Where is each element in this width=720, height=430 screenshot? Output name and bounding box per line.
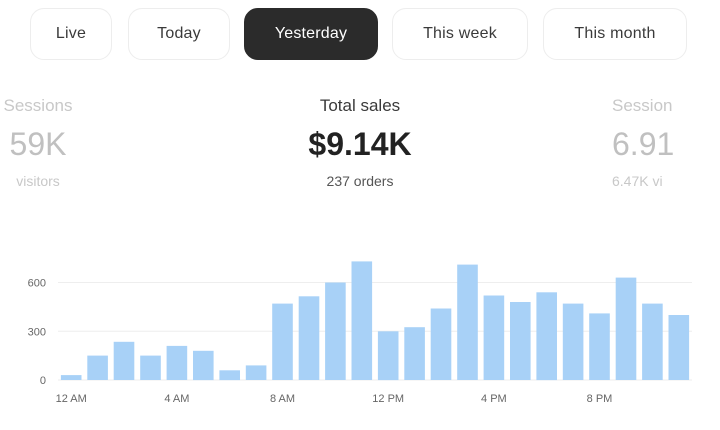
x-tick-label: 4 PM xyxy=(481,393,507,405)
bar-4-am[interactable] xyxy=(166,345,188,380)
metric-sub: 237 orders xyxy=(326,173,394,189)
metric-label: Sessions xyxy=(3,96,73,115)
bar-12-pm[interactable] xyxy=(377,331,399,381)
bar-8-am[interactable] xyxy=(272,303,293,380)
tab-yesterday[interactable]: Yesterday xyxy=(244,8,378,60)
tab-today[interactable]: Today xyxy=(128,8,230,60)
metric-session-right[interactable]: Session 6.91 6.47K vi xyxy=(612,96,720,189)
bar-3-pm[interactable] xyxy=(457,264,478,380)
bar-9-am[interactable] xyxy=(298,296,320,380)
y-tick-label: 300 xyxy=(28,326,46,338)
bar-1-am[interactable] xyxy=(87,355,108,380)
metric-label: Session xyxy=(612,96,673,115)
metric-sessions[interactable]: Sessions 59K visitors xyxy=(0,96,138,189)
bar-2-pm[interactable] xyxy=(430,308,452,381)
x-tick-label: 8 PM xyxy=(587,393,613,405)
bar-8-pm[interactable] xyxy=(589,313,610,380)
date-range-tabs: Live Today Yesterday This week This mont… xyxy=(0,8,720,62)
x-tick-label: 12 PM xyxy=(372,393,404,405)
tab-this-week[interactable]: This week xyxy=(392,8,528,60)
x-tick-label: 12 AM xyxy=(56,393,87,405)
bar-9-pm[interactable] xyxy=(615,277,637,380)
metric-value: 59K xyxy=(9,126,67,162)
x-tick-label: 8 AM xyxy=(270,393,295,405)
metric-value: 6.91 xyxy=(612,126,675,162)
bar-10-am[interactable] xyxy=(325,282,346,381)
bar-5-am[interactable] xyxy=(193,350,214,381)
tab-this-month[interactable]: This month xyxy=(543,8,687,60)
metric-total-sales[interactable]: Total sales $9.14K 237 orders xyxy=(260,96,460,189)
bar-11-am[interactable] xyxy=(351,261,373,380)
bar-7-am[interactable] xyxy=(245,365,267,380)
bar-7-pm[interactable] xyxy=(562,303,584,380)
metric-sub: visitors xyxy=(16,173,60,189)
bar-1-pm[interactable] xyxy=(404,327,425,380)
bar-12-am[interactable] xyxy=(60,375,82,380)
bar-6-pm[interactable] xyxy=(536,292,557,381)
metric-label: Total sales xyxy=(319,96,401,115)
metric-value: $9.14K xyxy=(308,126,412,162)
y-tick-label: 600 xyxy=(28,278,46,290)
bar-4-pm[interactable] xyxy=(483,295,505,381)
bar-11-pm[interactable] xyxy=(668,315,690,380)
x-tick-label: 4 AM xyxy=(164,393,189,405)
bar-2-am[interactable] xyxy=(113,341,135,380)
sales-bar-chart: 0 300 600 12 AM 4 AM 8 AM 12 PM 4 PM 8 PM xyxy=(28,261,692,405)
bar-5-pm[interactable] xyxy=(510,302,531,380)
metric-sub: 6.47K vi xyxy=(612,173,663,189)
y-tick-label: 0 xyxy=(40,375,46,387)
bar-3-am[interactable] xyxy=(140,355,161,380)
bar-6-am[interactable] xyxy=(219,370,240,381)
tab-live[interactable]: Live xyxy=(30,8,112,60)
bar-10-pm[interactable] xyxy=(642,303,663,380)
